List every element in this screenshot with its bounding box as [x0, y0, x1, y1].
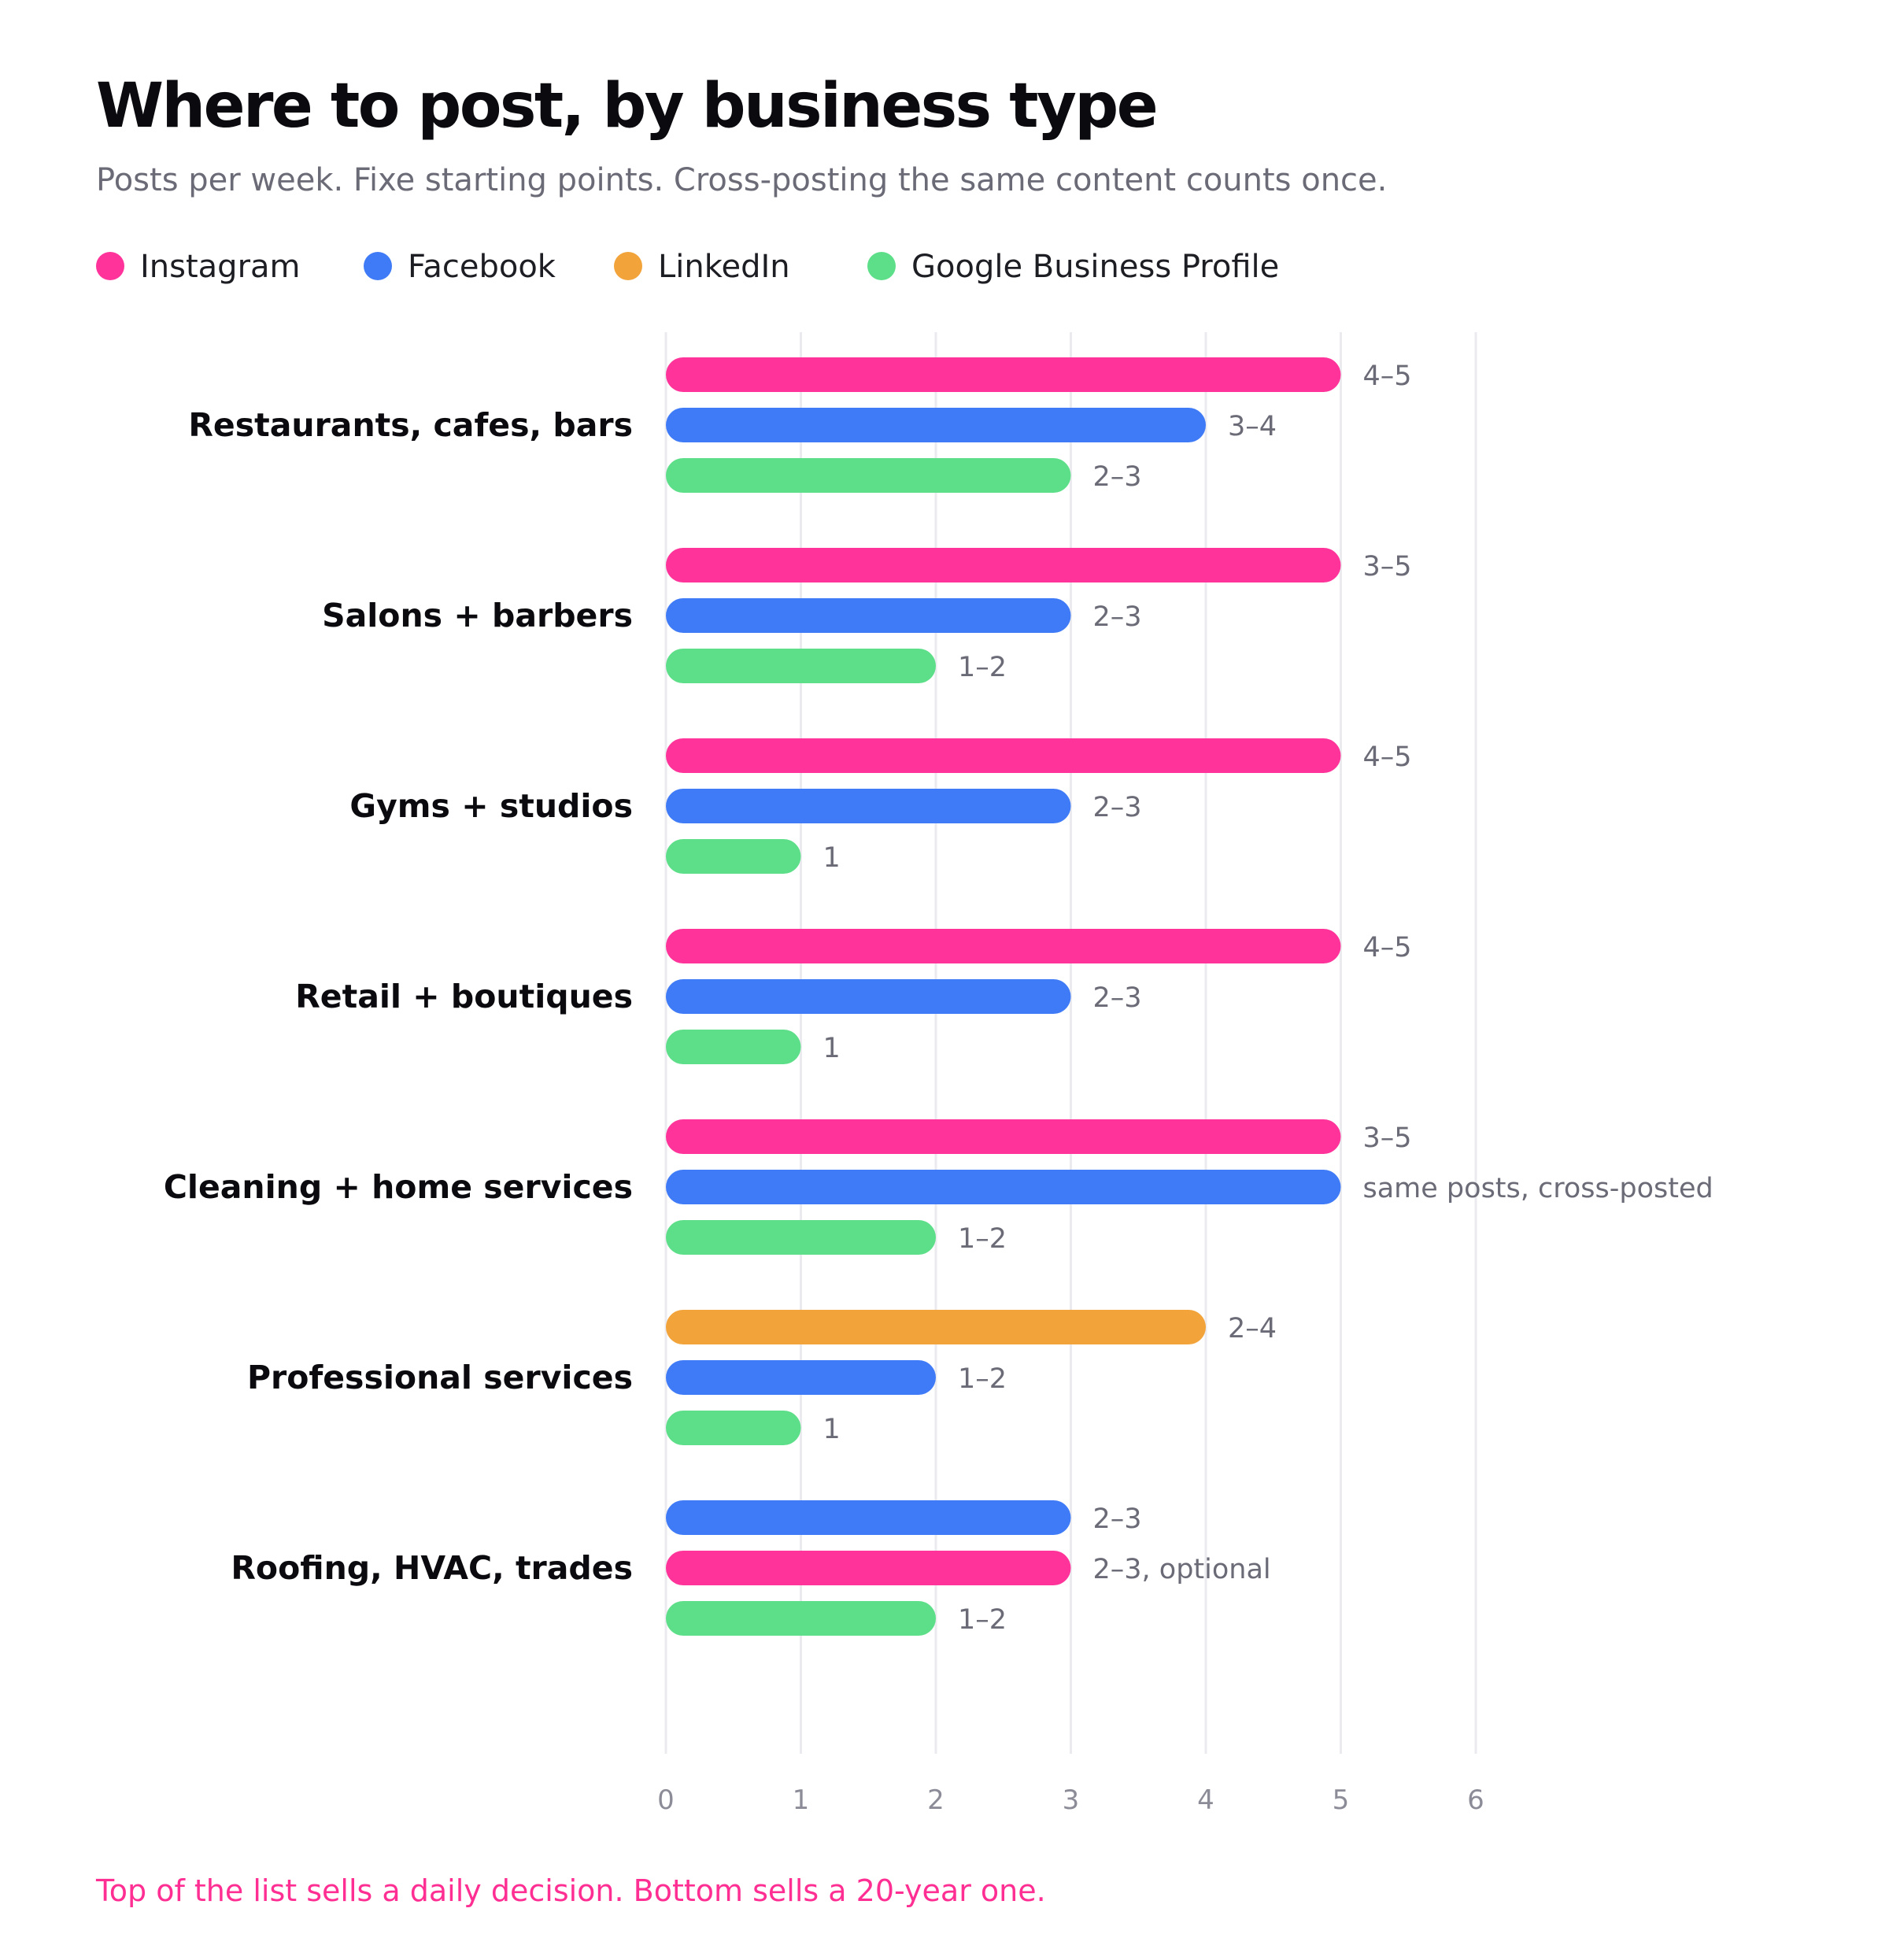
- bar-value-label: same posts, cross-posted: [1363, 1173, 1713, 1204]
- category-label: Retail + boutiques: [295, 978, 633, 1015]
- bar-value-label: 1: [823, 1414, 841, 1445]
- bar-value-label: 2–3: [1093, 792, 1142, 823]
- bar-facebook: [666, 979, 1071, 1014]
- legend: Instagram Facebook LinkedIn Google Business…: [96, 246, 1828, 287]
- bar-value-label: 1–2: [958, 1223, 1007, 1255]
- legend-swatch: [614, 252, 642, 280]
- x-tick-label: 5: [1333, 1784, 1350, 1816]
- bar-value-label: 4–5: [1363, 932, 1412, 963]
- bar-instagram: [666, 357, 1341, 392]
- x-tick-label: 6: [1467, 1784, 1484, 1816]
- bar-value-label: 1–2: [958, 652, 1007, 683]
- legend-swatch: [867, 252, 896, 280]
- bar-instagram: [666, 929, 1341, 963]
- bar-google-business-profile: [666, 1601, 936, 1636]
- legend-label: Instagram: [140, 249, 301, 285]
- bar-value-label: 1–2: [958, 1363, 1007, 1395]
- bar-value-label: 1: [823, 842, 841, 874]
- chart-subtitle: Posts per week. Fixe starting points. Cr…: [96, 162, 1388, 198]
- bar-value-label: 2–3, optional: [1093, 1554, 1271, 1585]
- legend-label: Google Business Profile: [911, 249, 1280, 285]
- bar-value-label: 2–3: [1093, 461, 1142, 493]
- bar-value-label: 2–3: [1093, 982, 1142, 1014]
- bar-value-label: 4–5: [1363, 741, 1412, 773]
- legend-swatch: [96, 252, 124, 280]
- x-tick-label: 1: [793, 1784, 810, 1816]
- x-tick-label: 4: [1197, 1784, 1214, 1816]
- bar-instagram: [666, 1119, 1341, 1154]
- bar-instagram: [666, 738, 1341, 773]
- category-label: Professional services: [247, 1359, 633, 1396]
- bar-value-label: 4–5: [1363, 361, 1412, 392]
- x-tick-label: 0: [657, 1784, 675, 1816]
- bar-linkedin: [666, 1310, 1206, 1344]
- x-tick-label: 3: [1063, 1784, 1080, 1816]
- bar-google-business-profile: [666, 1030, 801, 1064]
- x-tick-label: 2: [927, 1784, 944, 1816]
- bar-instagram: [666, 1551, 1071, 1585]
- category-label: Salons + barbers: [322, 597, 633, 634]
- bar-facebook: [666, 1360, 936, 1395]
- legend-label: LinkedIn: [658, 249, 790, 285]
- bar-value-label: 3–5: [1363, 1122, 1412, 1154]
- legend-swatch: [364, 252, 392, 280]
- bar-google-business-profile: [666, 839, 801, 874]
- bar-value-label: 2–3: [1093, 1503, 1142, 1535]
- bar-facebook: [666, 1500, 1071, 1535]
- bar-google-business-profile: [666, 649, 936, 683]
- bar-google-business-profile: [666, 1411, 801, 1445]
- bar-value-label: 1: [823, 1033, 841, 1064]
- bar-value-label: 3–4: [1228, 411, 1277, 442]
- legend-label: Facebook: [408, 249, 556, 285]
- bar-value-label: 2–3: [1093, 601, 1142, 633]
- category-label: Restaurants, cafes, bars: [188, 406, 633, 444]
- category-label: Gyms + studios: [349, 787, 633, 825]
- footnote: Top of the list sells a daily decision. …: [96, 1873, 1046, 1908]
- bar-value-label: 2–4: [1228, 1313, 1277, 1344]
- bar-value-label: 3–5: [1363, 551, 1412, 582]
- bar-value-label: 1–2: [958, 1604, 1007, 1636]
- bar-instagram: [666, 548, 1341, 582]
- category-label: Roofing, HVAC, trades: [231, 1549, 633, 1587]
- bar-facebook: [666, 598, 1071, 633]
- bar-chart: 0 1 2 3 4 5 6 Restaurants, cafes, bars 4–5 3–4 2–3…: [164, 332, 1713, 1816]
- bar-facebook: [666, 408, 1206, 442]
- bar-google-business-profile: [666, 1220, 936, 1255]
- bar-facebook: [666, 789, 1071, 823]
- bar-facebook: [666, 1170, 1341, 1204]
- bar-google-business-profile: [666, 458, 1071, 493]
- category-label: Cleaning + home services: [164, 1168, 633, 1206]
- chart-title: Where to post, by business type: [96, 71, 1159, 142]
